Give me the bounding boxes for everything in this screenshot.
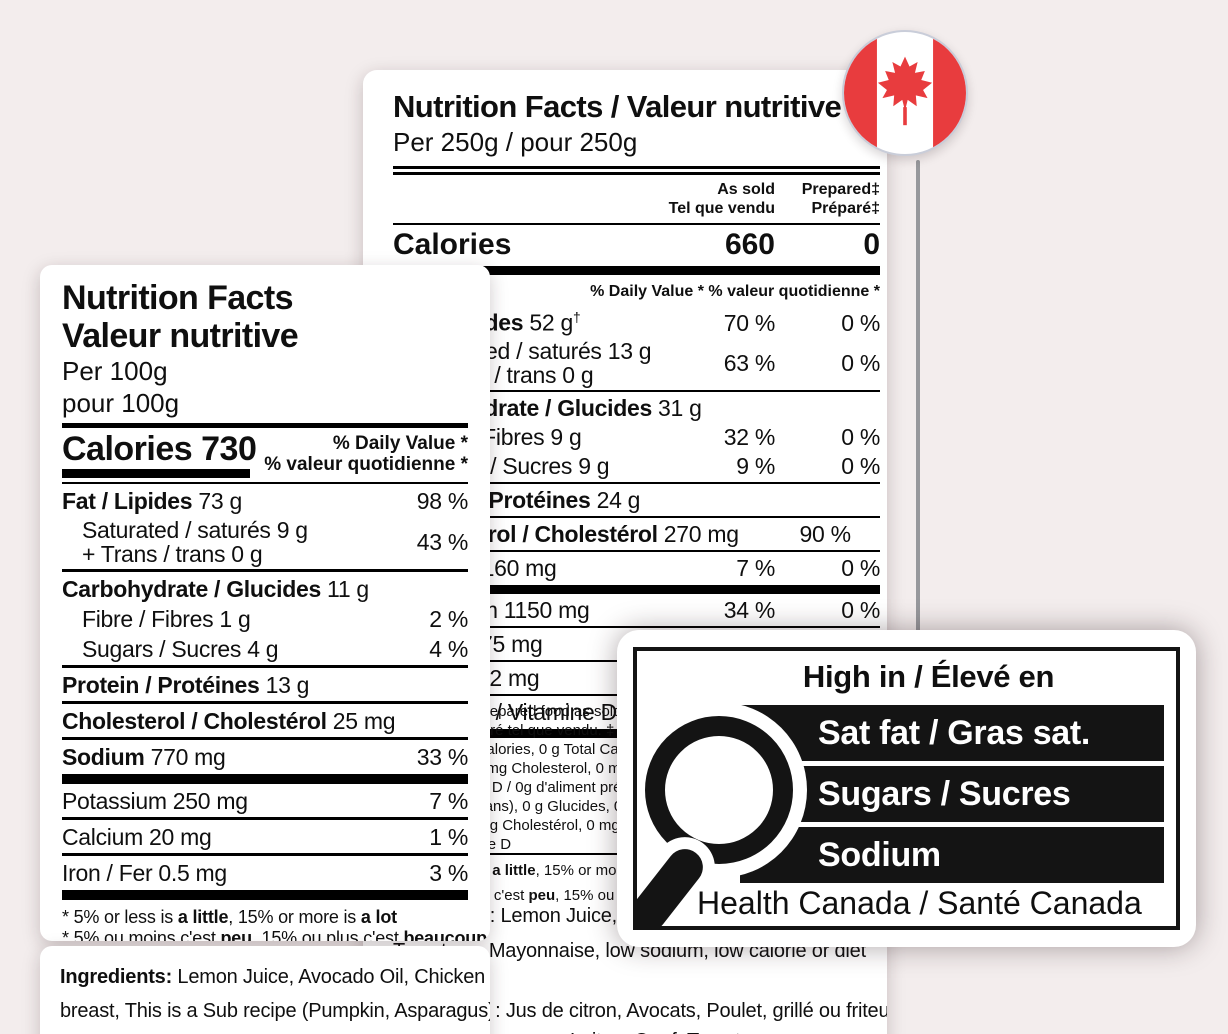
- calories-underline: [62, 469, 250, 478]
- thick-rule: [62, 890, 468, 900]
- front-serving-fr: pour 100g: [62, 388, 180, 418]
- nutrient-row-sodium: Sodium 770 mg 33 %: [62, 744, 468, 770]
- nutrient-row-saturated-trans: Saturated / saturés 9 g + Trans / trans …: [82, 517, 468, 567]
- back-ingredients-line-fr: viande et peau, cru, Laitue, Oeuf, Tomat…: [393, 1030, 827, 1034]
- ingredients-line: Ingredients: Lemon Juice, Avocado Oil, C…: [60, 966, 486, 988]
- nutrient-row-iron: Iron / Fer 0.5 mg 3 %: [62, 860, 468, 886]
- back-column-header: As sold Tel que vendu Prepared‡ Préparé‡: [393, 180, 880, 218]
- front-label-title-fr: Valeur nutritive: [62, 317, 299, 355]
- rule: [393, 625, 880, 628]
- thick-rule: [393, 584, 880, 594]
- rule: [62, 482, 468, 484]
- nutrient-row-fibre: Fibre / Fibres 1 g 2 %: [82, 606, 468, 632]
- rule: [393, 166, 880, 169]
- rule: [62, 853, 468, 856]
- ingredients-card: Ingredients: Lemon Juice, Avocado Oil, C…: [40, 946, 490, 1034]
- nutrient-row-sugars: Sugars / Sucres 4 g 4 %: [82, 636, 468, 662]
- high-in-bar-sugars: Sugars / Sucres: [740, 766, 1164, 822]
- nutrient-row-calcium: Calcium 20 mg 1 %: [62, 824, 468, 850]
- col-prepared-en: Prepared‡: [801, 181, 880, 198]
- front-serving-en: Per 100g: [62, 356, 168, 386]
- front-nutrition-label: Nutrition Facts Valeur nutritive Per 100…: [40, 265, 490, 941]
- nutrient-row-fat: Fat / Lipides 73 g 98 %: [62, 488, 468, 514]
- high-in-title: High in / Élevé en: [802, 659, 1055, 694]
- rule: [393, 515, 880, 518]
- back-ingredients-line-fr: Ingrédients : Jus de citron, Avocats, Po…: [393, 1000, 887, 1022]
- rule: [62, 737, 468, 740]
- daily-value-footnote-fr: * 5% ou moins c'est peu, 15% ou plus c'e…: [62, 928, 487, 941]
- scrollbar-thumb[interactable]: [916, 160, 920, 654]
- nutrient-row-protein: Protein / Protéines 13 g: [62, 672, 310, 698]
- calories-as-sold: 660: [724, 228, 775, 261]
- ingredients-line: breast, This is a Sub recipe (Pumpkin, A…: [60, 1000, 490, 1022]
- daily-value-footnote-en: * 5% or less is a little, 15% or more is…: [62, 907, 397, 927]
- daily-value-header: % Daily Value * % valeur quotidienne *: [590, 283, 880, 300]
- col-prepared-fr: Préparé‡: [811, 200, 881, 217]
- high-in-border-box: High in / Élevé en Sat fat / Gras sat. S…: [633, 647, 1180, 930]
- high-in-bar-sodium: Sodium: [740, 827, 1164, 883]
- back-label-title: Nutrition Facts / Valeur nutritive: [393, 89, 842, 124]
- nutrient-row-potassium: Potassium 250 mg 7 %: [62, 788, 468, 814]
- front-label-title-en: Nutrition Facts: [62, 279, 294, 317]
- back-serving-size: Per 250g / pour 250g: [393, 127, 638, 157]
- calories-label: Calories: [393, 228, 512, 261]
- high-in-warning-label: High in / Élevé en Sat fat / Gras sat. S…: [617, 630, 1196, 947]
- rule: [62, 423, 468, 428]
- high-in-bar-sat-fat: Sat fat / Gras sat.: [740, 705, 1164, 761]
- rule: [393, 172, 880, 175]
- nutrient-row-cholesterol: Cholesterol / Cholestérol 25 mg: [62, 708, 396, 734]
- daily-value-header: % Daily Value * % valeur quotidienne *: [264, 433, 468, 475]
- rule: [62, 817, 468, 820]
- thick-rule: [393, 266, 880, 275]
- nutrient-row-carbohydrate: Carbohydrate / Glucides 11 g: [62, 576, 369, 602]
- contains-line: Contains: Tree Nuts, Wheat, Eggs: [60, 1028, 470, 1034]
- magnifying-glass-icon: [645, 716, 793, 864]
- rule: [393, 549, 880, 552]
- rule: [393, 389, 880, 392]
- rule: [62, 569, 468, 572]
- back-calories-row: Calories 660 0: [393, 228, 880, 262]
- canada-flag-icon: [842, 30, 968, 156]
- health-canada-attribution: Health Canada / Santé Canada: [697, 885, 1142, 921]
- rule: [393, 223, 880, 225]
- rule: [393, 481, 880, 484]
- calories-prepared: 0: [863, 228, 880, 261]
- rule: [62, 701, 468, 704]
- col-as-sold-fr: Tel que vendu: [668, 200, 775, 217]
- rule: [62, 665, 468, 668]
- thick-rule: [62, 774, 468, 784]
- col-as-sold-en: As sold: [717, 181, 775, 198]
- front-calories: Calories 730: [62, 430, 257, 468]
